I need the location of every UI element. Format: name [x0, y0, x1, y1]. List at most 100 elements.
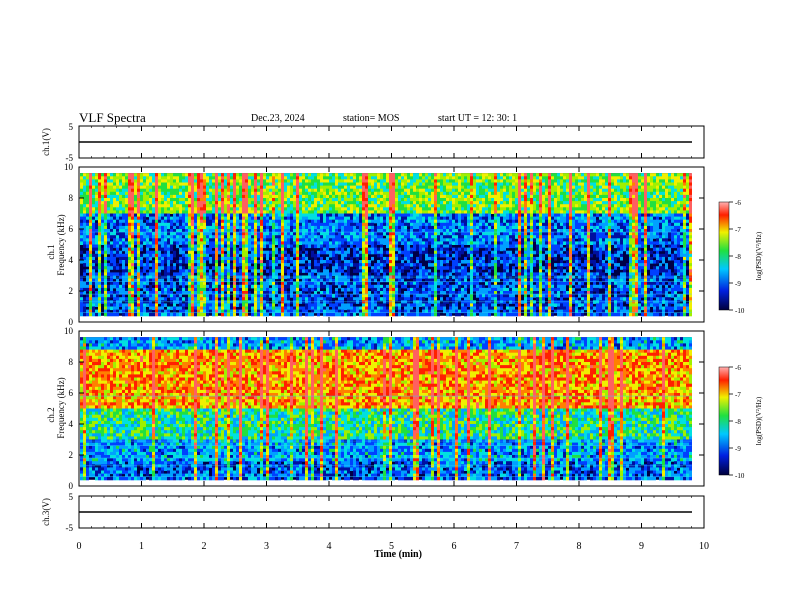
spectrogram-cell	[341, 204, 344, 208]
spectrogram-cell	[419, 207, 422, 211]
spectrogram-cell	[281, 306, 284, 311]
spectrogram-cell	[413, 210, 416, 214]
spectrogram-cell	[407, 173, 410, 177]
spectrogram-cell	[365, 185, 368, 190]
spectrogram-cell	[218, 222, 221, 227]
spectrogram-cell	[200, 244, 203, 249]
spectrogram-cell	[293, 238, 296, 242]
spectrogram-cell	[410, 194, 413, 199]
spectrogram-cell	[386, 213, 389, 218]
spectrogram-cell	[272, 216, 275, 221]
spectrogram-cell	[92, 306, 95, 311]
spectrogram-cell	[311, 210, 314, 214]
spectrogram-cell	[167, 210, 170, 214]
spectrogram-cell	[293, 229, 296, 233]
spectrogram-cell	[98, 207, 101, 211]
spectrogram-cell	[107, 176, 110, 180]
spectrogram-cell	[347, 260, 350, 264]
spectrogram-cell	[383, 204, 386, 208]
spectrogram-cell	[311, 219, 314, 224]
spectrogram-cell	[323, 213, 326, 218]
spectrogram-cell	[137, 263, 140, 267]
spectrogram-cell	[128, 201, 131, 205]
spectrogram-cell	[218, 281, 221, 286]
spectrogram-cell	[323, 201, 326, 205]
spectrogram-cell	[401, 191, 404, 196]
spectrogram-cell	[251, 269, 254, 273]
spectrogram-cell	[218, 210, 221, 214]
spectrogram-cell	[428, 201, 431, 205]
spectrogram-cell	[362, 204, 365, 208]
spectrogram-cell	[275, 287, 278, 292]
spectrogram-cell	[368, 201, 371, 205]
spectrogram-cell	[167, 185, 170, 190]
spectrogram-cell	[416, 229, 419, 233]
spectrogram-cell	[335, 201, 338, 205]
spectrogram-cell	[200, 256, 203, 261]
spectrogram-cell	[284, 210, 287, 214]
spectrogram-cell	[128, 235, 131, 239]
spectrogram-cell	[419, 179, 422, 183]
spectrogram-cell	[308, 312, 311, 317]
spectrogram-cell	[419, 247, 422, 252]
spectrogram-cell	[275, 201, 278, 205]
spectrogram-cell	[416, 294, 419, 298]
spectrogram-cell	[230, 201, 233, 205]
spectrogram-cell	[281, 219, 284, 224]
spectrogram-cell	[146, 309, 149, 314]
spectrogram-cell	[419, 232, 422, 236]
spectrogram-cell	[188, 247, 191, 252]
spectrogram-cell	[281, 188, 284, 193]
spectrogram-cell	[167, 219, 170, 224]
spectrogram-cell	[386, 232, 389, 236]
spectrogram-cell	[179, 281, 182, 286]
spectrogram-cell	[431, 219, 434, 224]
spectrogram-cell	[215, 256, 218, 261]
spectrogram-cell	[230, 235, 233, 239]
spectrogram-cell	[335, 179, 338, 183]
spectrogram-cell	[221, 309, 224, 314]
spectrogram-cell	[329, 260, 332, 264]
spectrogram-cell	[185, 204, 188, 208]
spectrogram-cell	[182, 291, 185, 295]
spectrogram-cell	[152, 216, 155, 221]
spectrogram-cell	[266, 176, 269, 180]
spectrogram-cell	[425, 272, 428, 276]
spectrogram-cell	[380, 222, 383, 227]
spectrogram-cell	[89, 253, 92, 258]
spectrogram-cell	[119, 225, 122, 230]
spectrogram-cell	[353, 263, 356, 267]
spectrogram-cell	[140, 260, 143, 264]
spectrogram-cell	[329, 216, 332, 221]
spectrogram-cell	[113, 194, 116, 199]
spectrogram-cell	[374, 235, 377, 239]
spectrogram-cell	[431, 188, 434, 193]
spectrogram-cell	[293, 182, 296, 187]
spectrogram-cell	[320, 260, 323, 264]
spectrogram-cell	[239, 250, 242, 255]
spectrogram-cell	[425, 291, 428, 295]
spectrogram-cell	[173, 309, 176, 314]
spectrogram-cell	[224, 312, 227, 317]
spectrogram-cell	[287, 244, 290, 249]
spectrogram-cell	[158, 213, 161, 218]
spectrogram-cell	[149, 207, 152, 211]
spectrogram-cell	[140, 253, 143, 258]
spectrogram-cell	[200, 294, 203, 298]
spectrogram-cell	[95, 284, 98, 289]
spectrogram-cell	[122, 253, 125, 258]
spectrogram-cell	[281, 263, 284, 267]
spectrogram-cell	[104, 260, 107, 264]
spectrogram-cell	[329, 312, 332, 317]
spectrogram-cell	[83, 201, 86, 205]
spectrogram-cell	[338, 216, 341, 221]
spectrogram-cell	[152, 222, 155, 227]
spectrogram-cell	[236, 213, 239, 218]
spectrogram-cell	[263, 235, 266, 239]
spectrogram-cell	[143, 198, 146, 202]
spectrogram-cell	[215, 232, 218, 236]
spectrogram-cell	[185, 188, 188, 193]
spectrogram-cell	[407, 235, 410, 239]
spectrogram-cell	[170, 291, 173, 295]
spectrogram-cell	[182, 256, 185, 261]
